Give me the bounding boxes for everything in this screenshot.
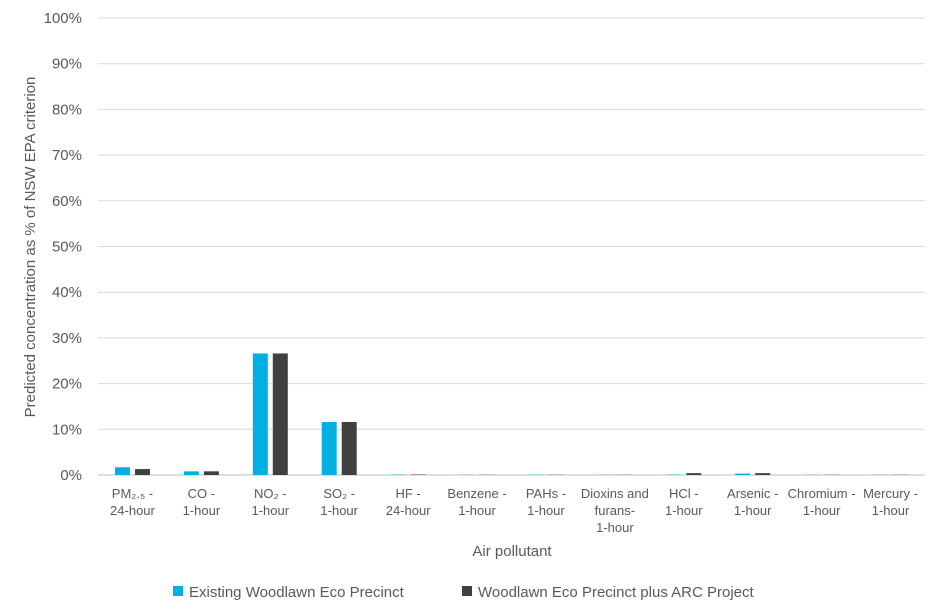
y-axis-title: Predicted concentration as % of NSW EPA … — [22, 77, 39, 418]
y-tick-label: 90% — [52, 56, 82, 73]
legend-label: Woodlawn Eco Precinct plus ARC Project — [478, 584, 755, 601]
gridlines — [98, 17, 925, 476]
x-tick-label: HF -24-hour — [386, 486, 431, 518]
bar-series-1 — [252, 353, 268, 475]
y-tick-label: 70% — [52, 147, 82, 164]
x-tick-label: Mercury -1-hour — [863, 486, 918, 518]
legend-label: Existing Woodlawn Eco Precinct — [189, 584, 405, 601]
bar-series-2 — [272, 353, 288, 475]
x-tick-label: HCl -1-hour — [665, 486, 703, 518]
legend: Existing Woodlawn Eco Precinct Woodlawn E… — [173, 584, 755, 601]
bar-series-2 — [134, 469, 150, 475]
x-tick-label: SO₂ -1-hour — [320, 486, 358, 518]
legend-swatch — [462, 586, 472, 596]
y-tick-label: 80% — [52, 101, 82, 118]
y-tick-label: 10% — [52, 421, 82, 438]
bar-series-2 — [755, 473, 771, 475]
bar-series-1 — [114, 467, 130, 475]
x-tick-label: CO -1-hour — [183, 486, 221, 518]
bar-series-2 — [341, 421, 357, 475]
y-tick-label: 40% — [52, 284, 82, 301]
x-tick-label: PAHs -1-hour — [526, 486, 566, 518]
x-tick-label: PM₂.₅ -24-hour — [110, 486, 155, 518]
bar-series-1 — [183, 471, 199, 475]
legend-swatch — [173, 586, 183, 596]
bar-series-1 — [735, 473, 751, 475]
x-tick-label: Benzene -1-hour — [447, 486, 506, 518]
y-tick-label: 50% — [52, 239, 82, 256]
x-tick-label: Dioxins and furans-1-hour — [581, 486, 649, 535]
x-axis-title: Air pollutant — [472, 543, 552, 560]
y-axis-ticks: 0% 10% 20% 30% 40% 50% 60% 70% 80% 90% 100% — [44, 10, 82, 484]
x-tick-label: Arsenic -1-hour — [727, 486, 778, 518]
bar-series-2 — [686, 473, 702, 475]
y-tick-label: 0% — [60, 467, 82, 484]
x-axis-ticks: PM₂.₅ -24-hour CO -1-hour NO₂ -1-hour SO₂ -… — [110, 486, 918, 535]
y-tick-label: 30% — [52, 330, 82, 347]
y-tick-label: 20% — [52, 376, 82, 393]
bar-series-2 — [203, 471, 219, 475]
x-tick-label: NO₂ -1-hour — [252, 486, 290, 518]
x-tick-label: Chromium -1-hour — [788, 486, 856, 518]
y-tick-label: 60% — [52, 193, 82, 210]
y-tick-label: 100% — [44, 10, 82, 27]
bar-series-1 — [321, 421, 337, 475]
bars — [114, 353, 909, 475]
